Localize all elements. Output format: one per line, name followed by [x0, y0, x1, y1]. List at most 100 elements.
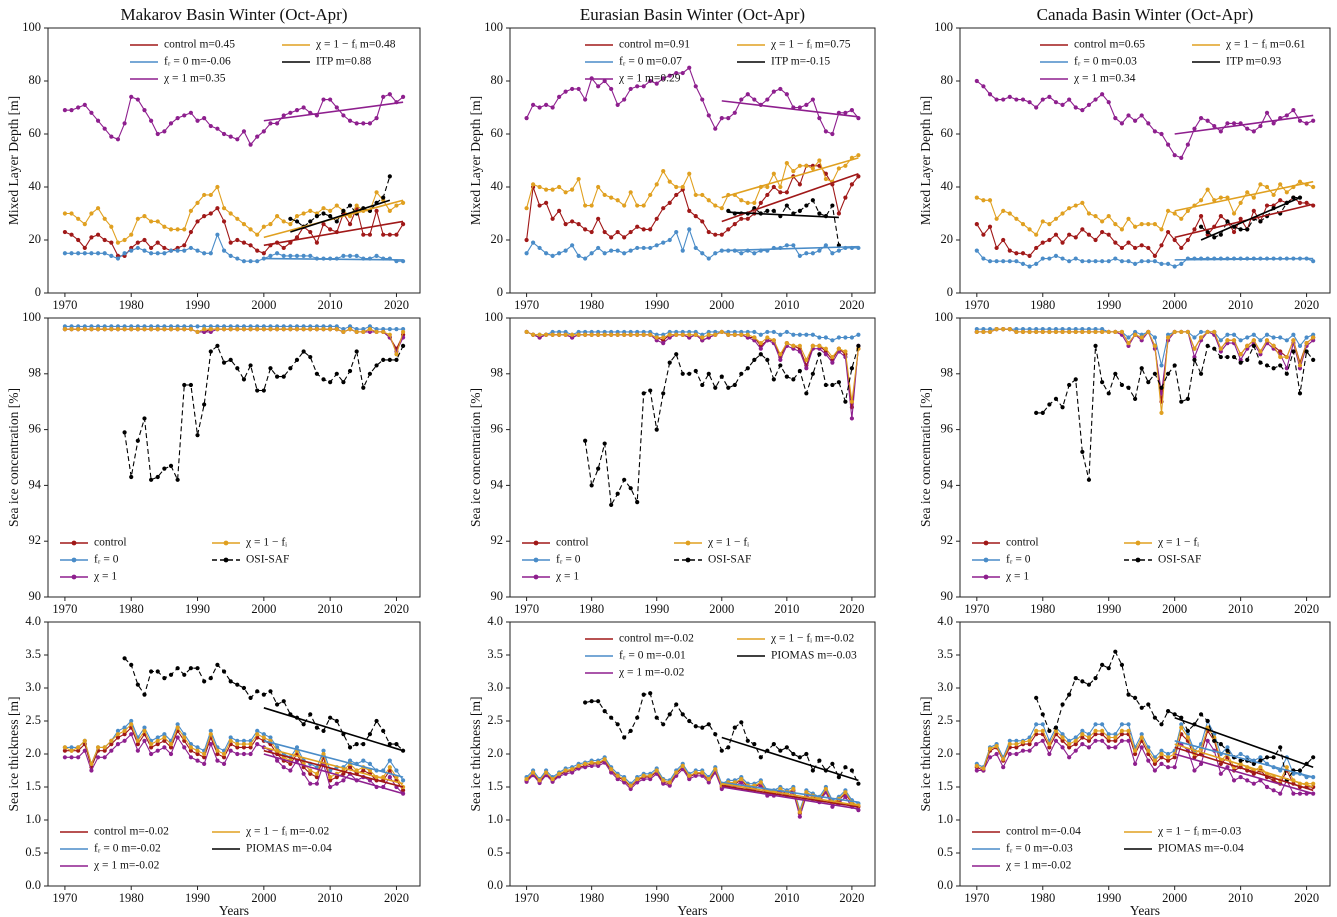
data-point — [713, 732, 718, 737]
data-point — [374, 253, 379, 258]
data-point — [1100, 738, 1105, 743]
data-point — [1067, 329, 1072, 335]
data-point — [674, 229, 679, 235]
data-point — [361, 768, 366, 773]
y-tick-label: 98 — [941, 366, 954, 380]
data-point — [1165, 758, 1171, 763]
data-point — [550, 332, 555, 337]
legend-label: fᵣ = 0 m=-0.02 — [94, 843, 161, 855]
trend-line — [263, 707, 404, 752]
data-point — [155, 738, 160, 743]
data-point — [208, 349, 213, 354]
legend-marker — [533, 574, 539, 580]
data-point — [1264, 184, 1270, 190]
data-point — [1053, 232, 1059, 237]
data-point — [693, 192, 698, 198]
chart-title: Canada Basin Winter (Oct-Apr) — [1037, 5, 1254, 24]
data-point — [791, 377, 796, 382]
legend-label: control m=0.45 — [164, 39, 235, 51]
y-tick-label: 92 — [491, 533, 504, 547]
data-point — [321, 97, 326, 102]
data-point — [394, 742, 399, 747]
y-tick-label: 3.5 — [25, 647, 41, 661]
data-point — [739, 216, 744, 221]
data-point — [550, 776, 555, 782]
data-point — [648, 227, 653, 232]
data-point — [1159, 410, 1164, 415]
data-point — [752, 329, 757, 335]
data-point — [1152, 715, 1157, 720]
data-point — [1047, 256, 1052, 261]
data-point — [823, 382, 828, 388]
data-point — [1080, 735, 1085, 740]
data-point — [1198, 712, 1204, 717]
data-point — [228, 357, 233, 362]
data-point — [667, 237, 672, 243]
data-point — [115, 240, 121, 245]
data-point — [1152, 335, 1157, 340]
data-point — [135, 327, 140, 332]
data-point — [1251, 129, 1256, 134]
data-point — [188, 208, 193, 213]
data-point — [301, 327, 306, 332]
data-point — [149, 219, 154, 224]
data-point — [700, 335, 705, 340]
data-point — [1139, 243, 1144, 248]
data-point — [129, 327, 134, 332]
data-point — [308, 768, 313, 773]
data-point — [622, 203, 627, 208]
data-point — [596, 332, 601, 337]
data-point — [1014, 742, 1019, 747]
data-point — [713, 251, 718, 256]
data-point — [261, 327, 266, 332]
data-point — [328, 227, 333, 232]
data-point — [321, 327, 326, 332]
data-point — [550, 105, 555, 110]
data-point — [680, 371, 685, 376]
trend-line — [1200, 196, 1301, 241]
data-point — [524, 776, 529, 782]
data-point — [162, 129, 167, 134]
data-point — [76, 105, 81, 110]
chart-title: Eurasian Basin Winter (Oct-Apr) — [580, 5, 805, 24]
data-point — [987, 746, 993, 751]
data-point — [1258, 755, 1263, 760]
data-point — [719, 206, 724, 211]
data-point — [281, 374, 286, 379]
data-point — [102, 745, 107, 750]
data-point — [804, 251, 809, 256]
data-point — [1060, 329, 1065, 335]
data-point — [557, 208, 562, 213]
data-point — [719, 748, 724, 753]
data-point — [248, 751, 253, 757]
legend-label: χ = 1 − fᵢ — [1157, 537, 1199, 549]
data-point — [758, 200, 763, 205]
data-point — [314, 214, 319, 219]
data-point — [1159, 261, 1164, 266]
data-point — [1073, 735, 1078, 740]
data-point — [1225, 354, 1230, 360]
data-point — [361, 758, 366, 763]
data-point — [1080, 227, 1085, 232]
trend-line — [721, 157, 859, 199]
legend-label: χ = 1 m=-0.02 — [93, 860, 160, 872]
data-point — [661, 391, 666, 396]
x-tick-label: 2020 — [839, 602, 864, 616]
data-point — [537, 184, 542, 190]
data-point — [1231, 338, 1237, 343]
data-point — [1311, 184, 1316, 190]
data-point — [771, 184, 776, 190]
data-point — [1179, 155, 1184, 160]
y-tick-label: 60 — [941, 126, 954, 140]
data-point — [674, 332, 679, 337]
data-point — [182, 243, 187, 248]
data-point — [149, 118, 154, 123]
data-point — [115, 256, 121, 261]
data-point — [1172, 363, 1177, 368]
data-point — [235, 366, 240, 371]
data-point — [328, 380, 333, 385]
data-point — [76, 216, 81, 221]
data-point — [1139, 735, 1144, 740]
data-point — [706, 256, 711, 261]
trend-line — [1174, 257, 1314, 261]
